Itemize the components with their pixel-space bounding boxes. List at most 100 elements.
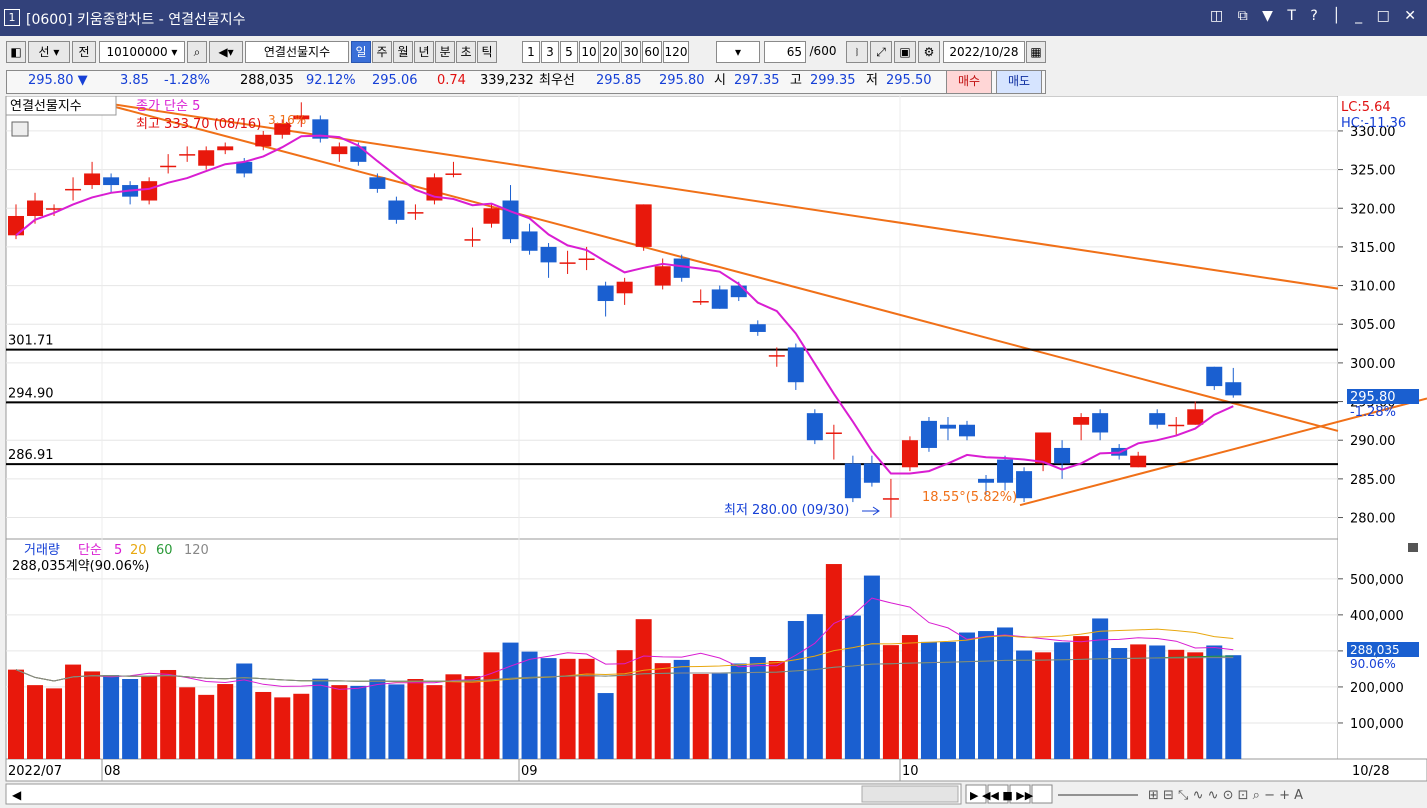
volume-bar — [959, 632, 975, 759]
interval-number-button[interactable]: 30 — [621, 41, 641, 63]
vol-ma120-label: 120 — [184, 543, 209, 558]
candle-body — [978, 478, 995, 483]
scroll-left-icon[interactable]: ◀ — [12, 788, 22, 802]
current-volume: 288,035 — [1350, 643, 1400, 657]
candle-body — [806, 413, 823, 441]
stop-icon[interactable] — [1009, 784, 1031, 804]
window-number: 1 — [4, 9, 20, 26]
volume-bar — [1092, 618, 1109, 759]
volume-bar — [1035, 652, 1052, 759]
candle-body — [1168, 424, 1185, 427]
chart-area[interactable]: 301.71 294.90 286.91 330.00 325.00 320.00 315… — [0, 96, 1427, 808]
play-icon[interactable] — [965, 784, 987, 804]
volume-bar — [464, 676, 481, 759]
volume-bar — [141, 676, 158, 759]
candle-body — [1073, 417, 1090, 425]
candle-tool-icon[interactable]: ⧘ — [846, 41, 868, 63]
candle-body — [388, 200, 405, 220]
volume-bar — [236, 663, 253, 759]
gear-icon[interactable]: ⚙ — [918, 41, 940, 63]
open-label: 시 — [714, 73, 726, 88]
price-panel-title: 연결선물지수 — [10, 99, 82, 114]
period-button[interactable]: 틱 — [477, 41, 497, 63]
scroll-thumb[interactable] — [861, 785, 959, 803]
rewind-icon[interactable] — [987, 784, 1009, 804]
period-button[interactable]: 분 — [435, 41, 455, 63]
candle-body — [521, 231, 538, 251]
period-button[interactable]: 주 — [372, 41, 392, 63]
high-note: 최고 333.70 (08/16) — [136, 117, 261, 132]
table-icon[interactable] — [11, 121, 29, 137]
buy-button[interactable]: 매수 — [946, 70, 992, 94]
candle-body — [312, 119, 329, 139]
interval-number-button[interactable]: 60 — [642, 41, 662, 63]
candle-body — [1187, 409, 1204, 425]
period-button[interactable]: 월 — [393, 41, 413, 63]
layout-icon[interactable]: ◧ — [6, 41, 26, 63]
volume-bar — [749, 657, 766, 759]
prev-button[interactable]: 전 — [72, 41, 96, 63]
speaker-icon[interactable]: ◀▾ — [209, 41, 243, 63]
trend-line[interactable] — [94, 100, 1339, 432]
hc-label: HC:-11.36 — [1341, 116, 1406, 131]
volume-bar — [616, 650, 633, 759]
kind-select[interactable]: 선 ▾ — [28, 41, 70, 63]
tool-icons[interactable]: ⊞ ⊟ ⤡ ∿ ∿ ⊙ ⊡ ⌕ − + A — [1148, 788, 1303, 803]
horizontal-scrollbar[interactable] — [5, 783, 962, 805]
sell-button[interactable]: 매도 — [996, 70, 1042, 94]
interval-number-button[interactable]: 3 — [541, 41, 559, 63]
candle-body — [901, 440, 918, 468]
count-input[interactable]: 65 — [764, 41, 806, 63]
interval-select[interactable]: ▾ — [716, 41, 760, 63]
interval-number-button[interactable]: 120 — [663, 41, 689, 63]
candle-body — [578, 258, 595, 261]
candle-body — [1035, 432, 1052, 464]
interval-number-button[interactable]: 1 — [522, 41, 540, 63]
volume-bar — [673, 659, 690, 759]
volume-bar — [8, 669, 24, 759]
candle-body — [160, 165, 177, 168]
candle-body — [616, 281, 633, 294]
calendar-icon[interactable]: ▦ — [1026, 41, 1046, 63]
price-tick-label: 305.00 — [1350, 318, 1396, 333]
search-icon[interactable]: ⌕ — [187, 41, 207, 63]
trend-tool-icon[interactable]: ⤢ — [870, 41, 892, 63]
interval-number-button[interactable]: 20 — [600, 41, 620, 63]
price-tick-label: 315.00 — [1350, 241, 1396, 256]
trend-line[interactable] — [1019, 397, 1427, 507]
volume-bar — [369, 679, 386, 759]
volume-bar — [997, 627, 1014, 759]
volume-bar — [1187, 652, 1204, 759]
period-button[interactable]: 년 — [414, 41, 434, 63]
candle-body — [1149, 413, 1166, 425]
candle-body — [198, 150, 215, 166]
x-axis-area — [5, 758, 1427, 782]
period-button[interactable]: 일 — [351, 41, 371, 63]
candle-body — [959, 424, 975, 437]
candle-body — [768, 355, 785, 357]
open-value: 297.35 — [734, 73, 780, 88]
save-icon[interactable]: ▣ — [894, 41, 916, 63]
navigation-controls[interactable]: ▶ ◀◀ ■ ▶▶ ⊞ ⊟ ⤡ ∿ ∿ ⊙ ⊡ ⌕ − + A — [965, 784, 1303, 804]
current-rate: -1.28% — [1350, 405, 1396, 420]
volume-tick-label: 400,000 — [1350, 609, 1404, 624]
diff-value: 0.74 — [437, 73, 466, 88]
code-value: 10100000 — [106, 45, 168, 59]
trend-line[interactable] — [94, 100, 1339, 290]
interval-number-button[interactable]: 5 — [560, 41, 578, 63]
candle-body — [369, 177, 386, 189]
period-button[interactable]: 초 — [456, 41, 476, 63]
date-input[interactable]: 2022/10/28 — [943, 41, 1025, 63]
volume-bar — [122, 679, 139, 759]
horizontal-lines[interactable]: 301.71 294.90 286.91 — [6, 334, 1338, 466]
candle-body — [863, 463, 880, 483]
interval-number-button[interactable]: 10 — [579, 41, 599, 63]
trend-lines[interactable] — [94, 100, 1427, 507]
forward-icon[interactable] — [1031, 784, 1053, 804]
volume-bar — [825, 564, 842, 759]
code-input[interactable]: 10100000 ▾ — [99, 41, 185, 63]
candle-body — [331, 146, 348, 155]
panel-close-icon[interactable] — [1408, 543, 1418, 552]
window-controls[interactable]: ◫ ⧉ ▼ T ? │ _ □ ✕ — [1210, 8, 1421, 24]
volume-bar — [1149, 645, 1166, 759]
